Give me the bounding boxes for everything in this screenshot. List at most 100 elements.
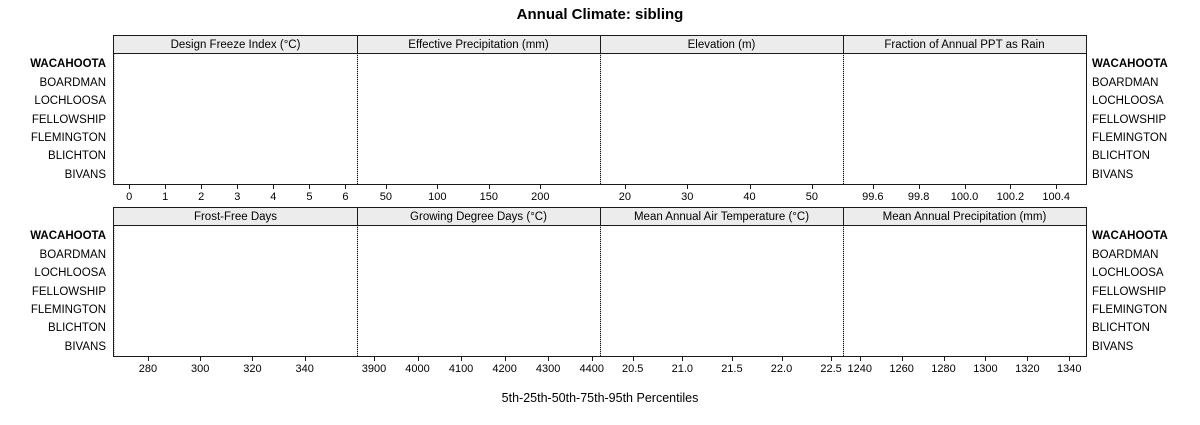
axis-tick — [682, 357, 684, 361]
site-label-right: LOCHLOOSA — [1092, 95, 1164, 108]
axis-tick-label: 4100 — [448, 363, 474, 375]
panel — [114, 226, 357, 355]
axis-tick-label: 30 — [681, 191, 694, 203]
gridline-vertical — [843, 54, 844, 183]
strip-separator — [843, 36, 844, 53]
axis-tick — [437, 185, 439, 189]
axis-tick — [129, 185, 131, 189]
panel — [843, 54, 1086, 183]
site-label-left: BIVANS — [64, 340, 106, 353]
axis-tick-label: 150 — [479, 191, 498, 203]
axis-tick-label: 4200 — [492, 363, 517, 375]
axis-tick-label: 5 — [306, 191, 313, 203]
axis-tick — [201, 185, 203, 189]
panel — [600, 226, 843, 355]
axis-tick-label: 99.6 — [862, 191, 884, 203]
site-label-right: BIVANS — [1092, 168, 1134, 181]
axis-tick — [964, 185, 966, 189]
site-label-left: LOCHLOOSA — [34, 95, 106, 108]
axis-tick-label: 1280 — [931, 363, 956, 375]
axis-tick-label: 0 — [126, 191, 133, 203]
site-label-left: FLEMINGTON — [30, 303, 106, 316]
site-label-left: BOARDMAN — [39, 76, 106, 89]
axis-tick — [632, 357, 634, 361]
axis-tick — [1056, 185, 1058, 189]
axis-tick-label: 100.4 — [1042, 191, 1070, 203]
axis-tick-label: 340 — [295, 363, 314, 375]
panel — [357, 226, 600, 355]
site-label-right: FELLOWSHIP — [1092, 113, 1167, 126]
axis-tick-label: 1300 — [973, 363, 998, 375]
axis-tick — [749, 185, 751, 189]
axis-tick — [811, 185, 813, 189]
axis-tick-label: 100.2 — [996, 191, 1025, 203]
axis-tick — [385, 185, 387, 189]
axis-tick-label: 21.5 — [721, 363, 743, 375]
axis-tick-label: 50 — [379, 191, 392, 203]
panel-strip: Mean Annual Air Temperature (°C) — [600, 208, 843, 225]
axis-tick-label: 21.0 — [671, 363, 694, 375]
site-label-right: BOARDMAN — [1092, 248, 1159, 261]
axis-tick-label: 22.0 — [770, 363, 793, 375]
gridline-vertical — [357, 54, 358, 183]
site-label-left: BLICHTON — [48, 322, 106, 335]
site-label-left: FELLOWSHIP — [31, 113, 106, 126]
strip-separator — [357, 36, 358, 53]
axis-tick — [304, 357, 306, 361]
gridline-vertical — [114, 54, 115, 183]
axis-tick-label: 40 — [743, 191, 756, 203]
axis-tick — [373, 357, 375, 361]
panel-strip-title: Effective Precipitation (mm) — [408, 38, 549, 51]
axis-tick — [309, 185, 311, 189]
axis-tick-label: 50 — [805, 191, 818, 203]
axis-tick-label: 22.5 — [820, 363, 842, 375]
axis-tick-label: 4000 — [405, 363, 430, 375]
site-label-left: LOCHLOOSA — [34, 267, 106, 280]
site-label-left: WACAHOOTA — [30, 58, 106, 71]
axis-tick — [872, 185, 874, 189]
axis-tick — [417, 357, 419, 361]
axis-tick — [200, 357, 202, 361]
axis-tick — [273, 185, 275, 189]
strip-separator — [600, 208, 601, 225]
axis-tick — [147, 357, 149, 361]
axis-tick — [1010, 185, 1012, 189]
axis-tick — [488, 185, 490, 189]
axis-tick-label: 6 — [342, 191, 349, 203]
site-label-left: WACAHOOTA — [30, 230, 106, 243]
panel-strip-title: Fraction of Annual PPT as Rain — [884, 38, 1045, 51]
site-label-right: BLICHTON — [1092, 150, 1150, 163]
axis-tick-label: 3900 — [361, 363, 387, 375]
gridline-vertical — [114, 226, 115, 355]
panel-strip-title: Design Freeze Index (°C) — [170, 38, 301, 51]
panel-strip: Effective Precipitation (mm) — [357, 36, 600, 53]
site-label-right: LOCHLOOSA — [1092, 267, 1164, 280]
site-label-left: FELLOWSHIP — [31, 285, 106, 298]
site-label-right: BIVANS — [1092, 340, 1134, 353]
site-label-right: BLICHTON — [1092, 322, 1150, 335]
axis-tick — [901, 357, 903, 361]
panel-strip-title: Mean Annual Precipitation (mm) — [882, 210, 1047, 223]
axis-tick — [918, 185, 920, 189]
axis-tick — [859, 357, 861, 361]
panel — [843, 226, 1086, 355]
site-label-right: WACAHOOTA — [1092, 58, 1168, 71]
axis-tick-label: 1240 — [847, 363, 872, 375]
axis-tick — [591, 357, 593, 361]
site-label-right: BOARDMAN — [1092, 76, 1159, 89]
panel-strip-title: Growing Degree Days (°C) — [410, 210, 547, 223]
axis-tick — [461, 357, 463, 361]
axis-tick — [831, 357, 833, 361]
panel-strip: Growing Degree Days (°C) — [357, 208, 600, 225]
axis-tick — [237, 185, 239, 189]
axis-tick-label: 100.0 — [950, 191, 979, 203]
axis-tick-label: 99.8 — [907, 191, 930, 203]
axis-tick-label: 3 — [234, 191, 241, 203]
panel — [114, 54, 357, 183]
axis-tick-label: 4300 — [535, 363, 561, 375]
axis-tick — [687, 185, 689, 189]
figure-title: Annual Climate: sibling — [516, 6, 684, 23]
panel-strip: Design Freeze Index (°C) — [114, 36, 357, 53]
panel-strip: Elevation (m) — [600, 36, 843, 53]
